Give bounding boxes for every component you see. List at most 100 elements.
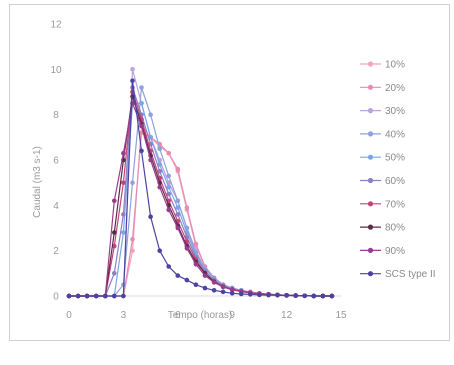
legend-label: 10% <box>385 60 405 71</box>
x-tick-label: 12 <box>281 310 293 321</box>
x-tick-label: 9 <box>229 310 235 321</box>
data-point <box>184 205 190 210</box>
chart-frame <box>9 4 450 341</box>
legend-item: SCS type II <box>360 269 436 280</box>
y-tick-label: 2 <box>53 246 59 257</box>
data-point <box>320 293 326 299</box>
series-5 <box>66 101 335 299</box>
data-point <box>139 101 144 106</box>
x-tick-label: 3 <box>121 310 127 321</box>
legend-item: 60% <box>360 176 405 187</box>
data-point <box>166 264 171 269</box>
legend-item: 50% <box>360 153 405 164</box>
data-point <box>130 78 135 83</box>
data-point <box>66 293 72 299</box>
series-2 <box>66 130 335 299</box>
y-tick-label: 10 <box>50 65 62 76</box>
series-10 <box>66 78 335 299</box>
data-point <box>248 292 253 297</box>
series-8 <box>66 94 335 299</box>
data-point <box>220 289 226 295</box>
data-point <box>121 150 126 156</box>
data-point <box>75 293 81 299</box>
data-point <box>175 225 181 231</box>
data-point <box>193 262 199 267</box>
data-point <box>229 291 235 296</box>
legend-label: SCS type II <box>385 269 436 280</box>
series-9 <box>66 101 335 299</box>
legend-swatch-marker <box>367 201 374 207</box>
legend-label: 80% <box>385 223 405 234</box>
data-point <box>112 293 117 299</box>
data-point <box>166 207 171 213</box>
data-point <box>166 150 171 156</box>
y-axis-label: Caudal (m3 s-1) <box>32 146 43 218</box>
data-point <box>193 282 199 288</box>
data-point <box>103 293 108 299</box>
data-point <box>229 287 235 293</box>
legend-label: 90% <box>385 246 405 257</box>
data-point <box>211 280 217 285</box>
data-point <box>284 293 289 298</box>
data-point <box>157 248 162 253</box>
legend-swatch-marker <box>367 108 374 114</box>
legend-label: 50% <box>385 153 405 164</box>
data-point <box>184 246 190 251</box>
data-point <box>329 293 335 299</box>
legend: 10% 20% 30% 40% 50% 60% 70% 80% 90% SCS type II <box>360 60 436 280</box>
data-point <box>193 241 199 247</box>
data-point <box>175 198 181 204</box>
y-tick-label: 8 <box>53 110 59 121</box>
legend-label: 30% <box>385 106 405 117</box>
y-tick-label: 12 <box>50 20 62 31</box>
data-point <box>275 293 280 298</box>
data-point <box>112 243 117 249</box>
series-1 <box>66 123 335 299</box>
legend-item: 90% <box>360 246 405 257</box>
legend-label: 70% <box>385 199 405 210</box>
data-point <box>175 205 181 210</box>
legend-swatch-marker <box>367 84 374 90</box>
data-point <box>166 191 171 197</box>
x-axis-label: Tempo (horas) <box>168 310 232 321</box>
legend-label: 40% <box>385 129 405 140</box>
data-point <box>166 184 171 190</box>
data-point <box>148 112 153 117</box>
legend-swatch-marker <box>367 224 374 230</box>
data-point <box>202 273 208 278</box>
data-point <box>112 271 117 276</box>
data-point <box>184 277 190 283</box>
data-point <box>311 293 317 299</box>
legend-swatch-marker <box>367 247 374 253</box>
series-layer <box>66 67 335 299</box>
data-point <box>148 214 153 219</box>
data-point <box>157 162 162 167</box>
data-point <box>139 85 144 90</box>
tick-layer: 0 3 6 9 12 15 0 2 4 6 8 10 12 <box>50 20 347 322</box>
legend-item: 30% <box>360 106 405 117</box>
legend-swatch-marker <box>367 154 374 160</box>
data-point <box>139 123 144 129</box>
legend-label: 20% <box>385 83 405 94</box>
data-point <box>266 292 271 298</box>
data-point <box>157 169 162 174</box>
y-tick-label: 4 <box>53 201 59 212</box>
legend-item: 70% <box>360 199 405 210</box>
data-point <box>157 184 162 190</box>
data-point <box>220 284 226 290</box>
data-point <box>175 212 181 217</box>
data-point <box>257 292 262 298</box>
data-point <box>84 293 90 299</box>
y-tick-label: 0 <box>53 292 59 303</box>
data-point <box>211 288 217 293</box>
data-point <box>139 148 144 154</box>
y-tick-label: 6 <box>53 156 59 167</box>
data-point <box>130 237 135 242</box>
legend-swatch-marker <box>367 271 374 277</box>
data-point <box>121 180 126 185</box>
data-point <box>121 293 126 299</box>
data-point <box>112 198 117 204</box>
data-point <box>166 173 171 179</box>
data-point <box>130 67 135 72</box>
